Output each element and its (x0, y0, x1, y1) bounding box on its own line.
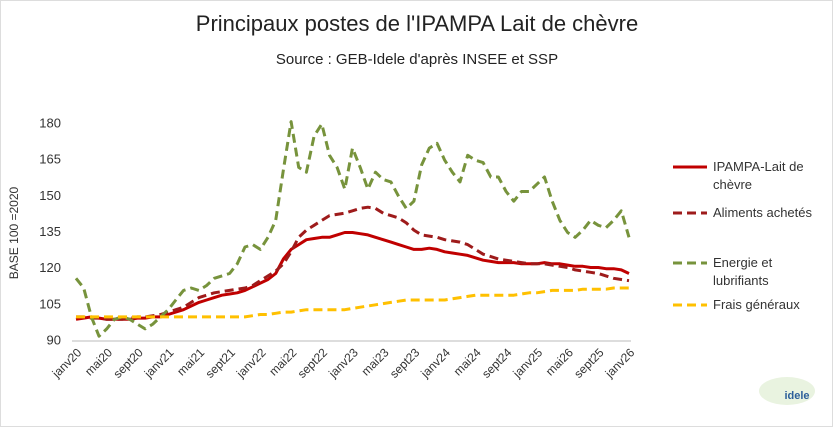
x-tick-label: sept23 (387, 345, 423, 381)
chart-title: Principaux postes de l'IPAMPA Lait de ch… (196, 11, 638, 36)
x-tick-label: janv21 (141, 345, 177, 381)
y-tick-label: 105 (39, 296, 61, 311)
x-tick-label: mai20 (82, 345, 115, 378)
legend-label: Frais généraux (713, 297, 800, 312)
y-axis-label: BASE 100 =2020 (7, 186, 21, 279)
x-tick-label: janv23 (325, 345, 361, 381)
y-tick-label: 165 (39, 152, 61, 167)
y-tick-label: 135 (39, 224, 61, 239)
x-tick-label: sept21 (203, 345, 239, 381)
series-line (74, 120, 631, 338)
x-tick-label: sept22 (295, 345, 331, 381)
y-tick-label: 120 (39, 260, 61, 275)
x-tick-label: janv25 (510, 345, 546, 381)
y-tick-label: 180 (39, 115, 61, 130)
x-tick-label: janv24 (417, 345, 453, 381)
legend-label: IPAMPA-Lait de chèvre (713, 159, 804, 192)
x-tick-label: mai24 (451, 345, 484, 378)
chart-subtitle: Source : GEB-Idele d'après INSEE et SSP (276, 51, 558, 68)
x-tick-label: mai26 (543, 345, 576, 378)
series-line (76, 286, 629, 319)
x-tick-label: sept20 (110, 345, 146, 381)
x-tick-label: janv22 (233, 345, 269, 381)
logo-mark (759, 377, 815, 405)
x-tick-label: mai22 (266, 345, 299, 378)
x-tick-label: mai21 (174, 345, 207, 378)
x-tick-label: mai23 (359, 345, 392, 378)
x-tick-label: janv20 (49, 345, 85, 381)
x-tick-label: sept25 (571, 345, 607, 381)
series-line (75, 231, 630, 321)
legend-label: Energie et lubrifiants (713, 255, 773, 288)
x-tick-label: janv26 (602, 345, 638, 381)
legend-label: Aliments achetés (713, 205, 812, 220)
logo-text: idele (784, 390, 809, 402)
y-tick-label: 90 (47, 332, 61, 347)
series-line (76, 205, 630, 321)
y-tick-label: 150 (39, 188, 61, 203)
x-tick-label: sept24 (479, 345, 515, 381)
